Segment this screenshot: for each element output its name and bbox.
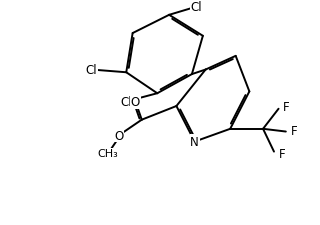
Text: F: F <box>290 125 297 137</box>
Text: O: O <box>131 96 140 108</box>
Text: F: F <box>278 147 285 160</box>
Text: Cl: Cl <box>120 96 132 108</box>
Text: O: O <box>114 129 124 142</box>
Text: CH₃: CH₃ <box>98 149 118 159</box>
Text: Cl: Cl <box>86 64 97 77</box>
Text: Cl: Cl <box>191 1 202 14</box>
Text: N: N <box>190 135 199 148</box>
Text: F: F <box>283 100 290 113</box>
